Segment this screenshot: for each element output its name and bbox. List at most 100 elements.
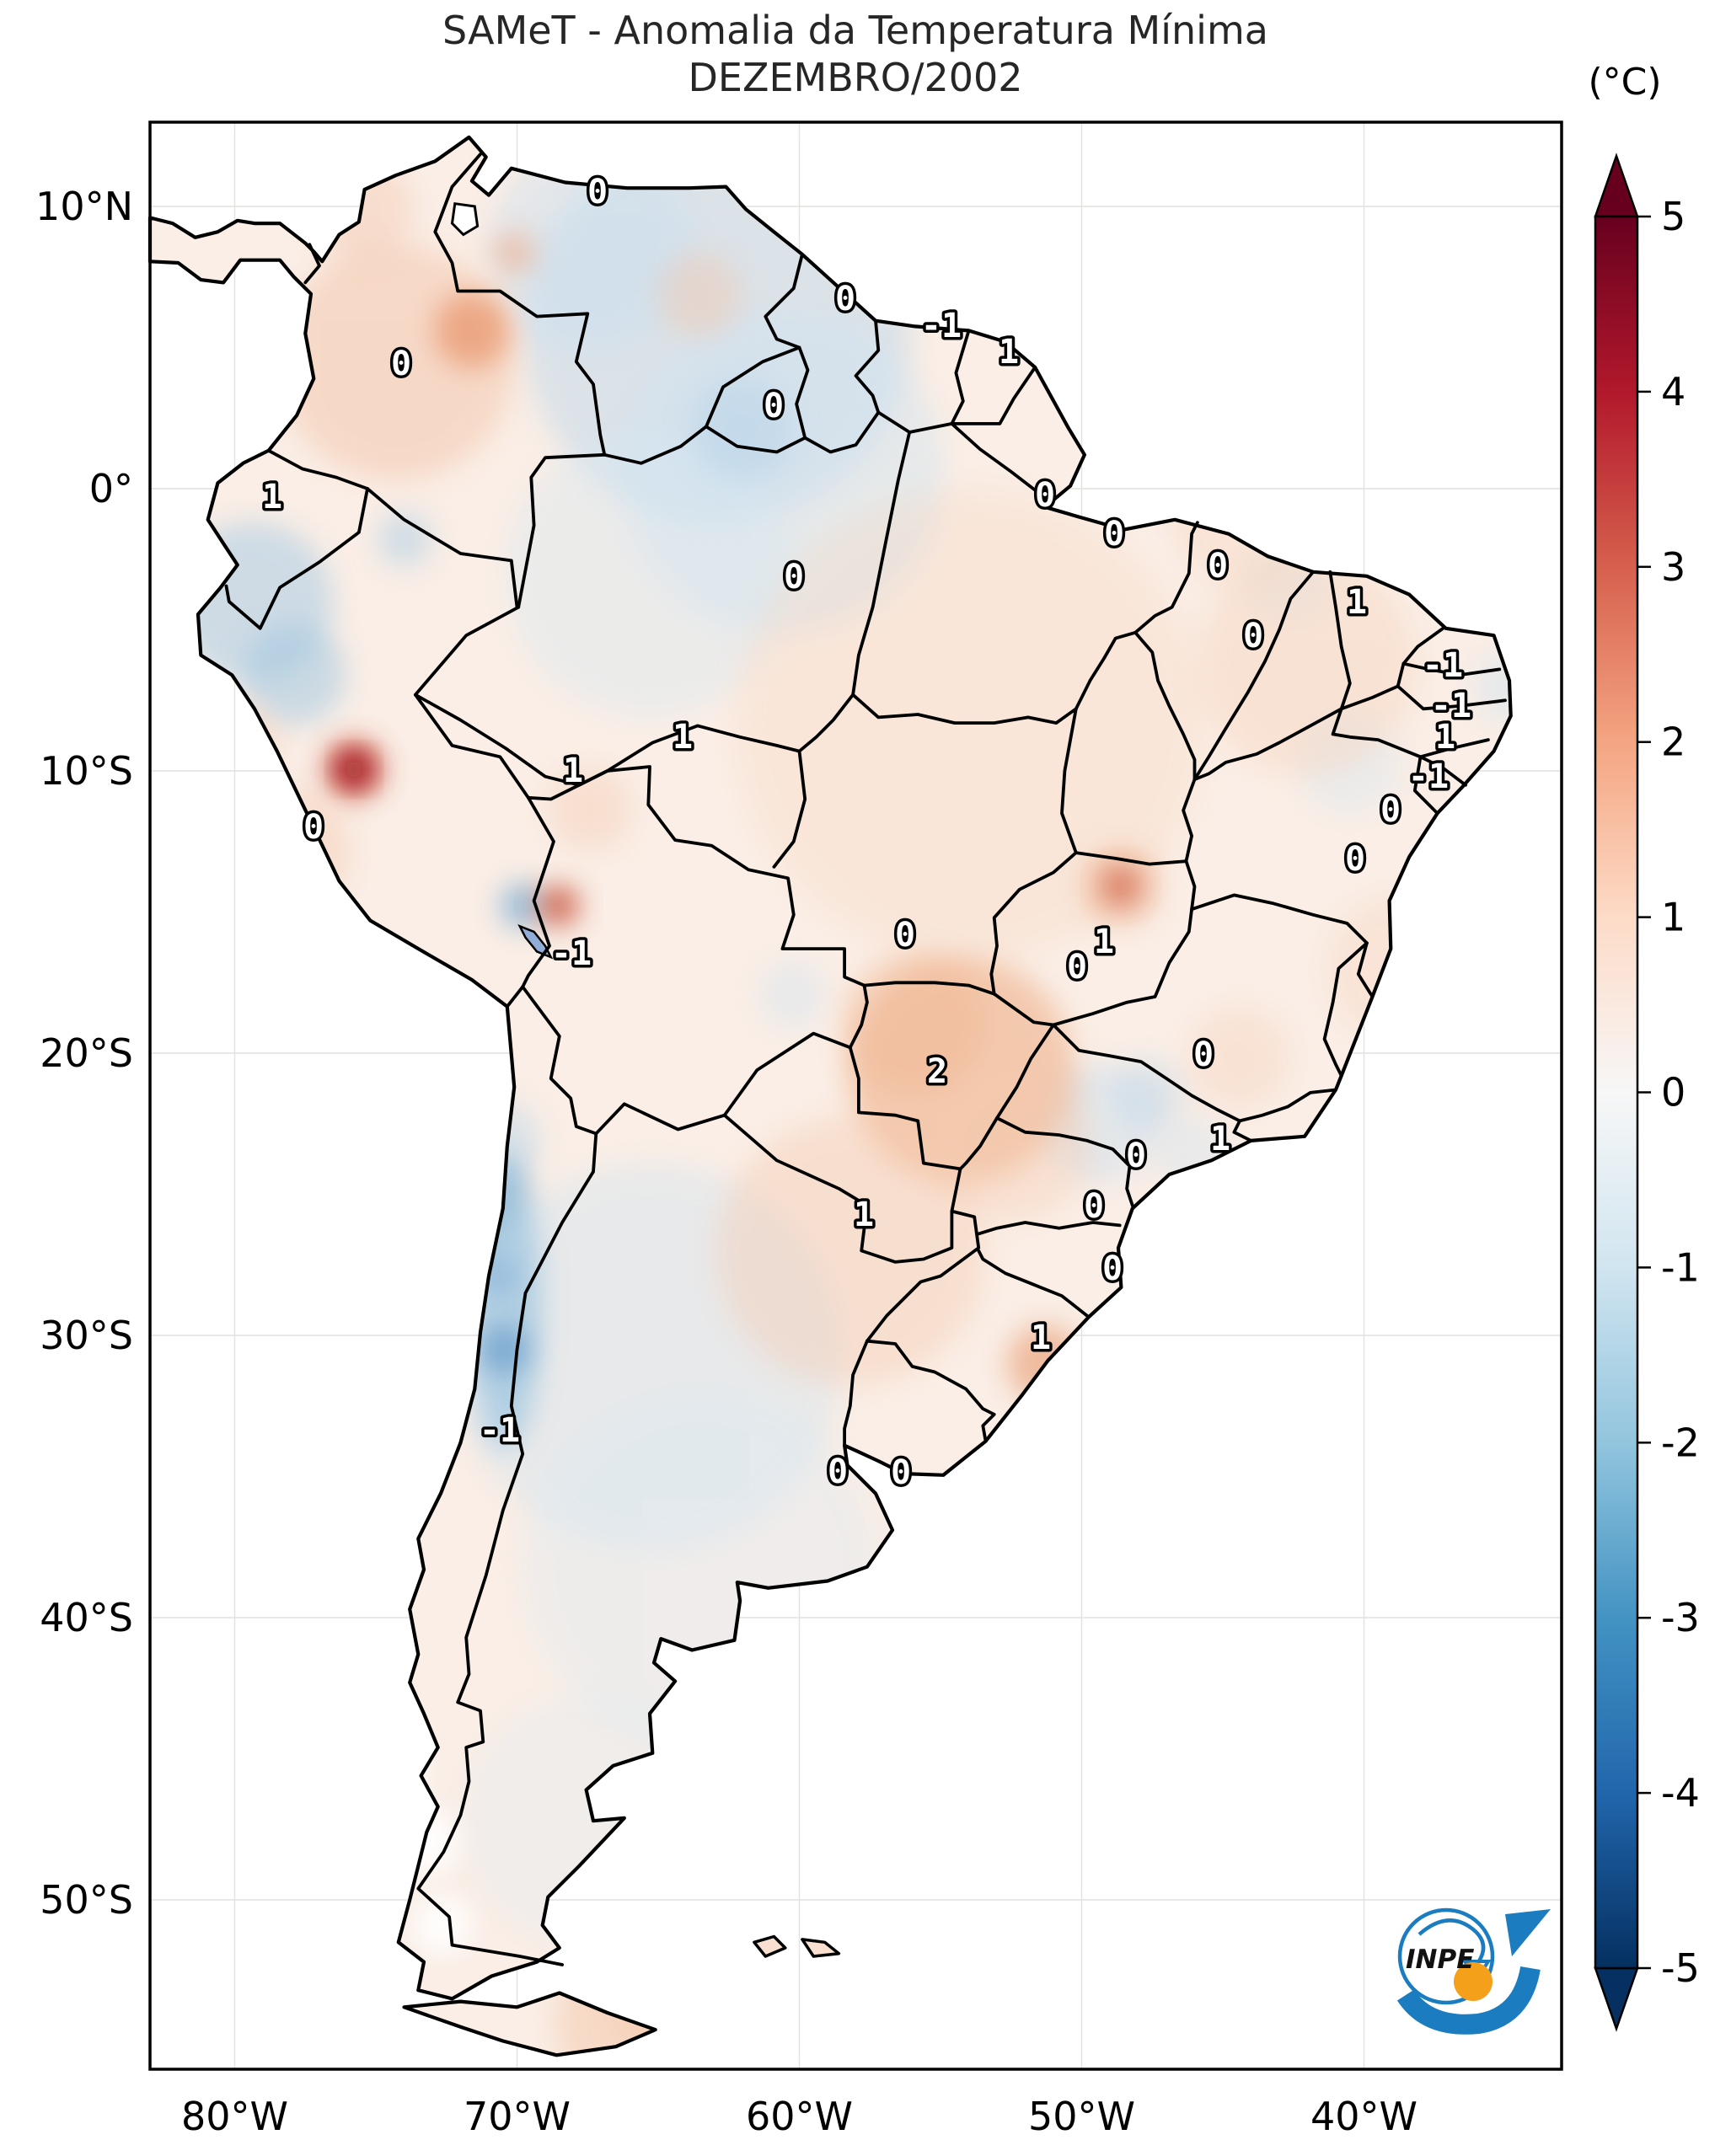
colorbar-tick-label: 2: [1661, 720, 1685, 765]
lon-tick-label: 60°W: [746, 2094, 853, 2139]
latitude-axis-labels: 10°N 0° 10°S 20°S 30°S 40°S 50°S: [35, 184, 133, 1923]
colorbar-tick-label: -2: [1661, 1420, 1700, 1465]
border-line: [797, 693, 855, 753]
anomaly-value-label: 1: [262, 478, 282, 516]
anomaly-value-label: 1: [1435, 718, 1455, 757]
colorbar-under-arrow: [1594, 1966, 1639, 2032]
anomaly-value-label: -1: [1408, 757, 1449, 796]
border-line: [1133, 521, 1199, 634]
political-borders: [147, 135, 1513, 2057]
border-line: [1322, 941, 1369, 1078]
anomaly-value-label: 1: [1210, 1120, 1230, 1158]
border-line: [505, 985, 525, 1008]
border-line: [722, 1113, 954, 1264]
anomaly-value-label: 0: [1243, 617, 1263, 655]
logo-orbit-circle-icon: [1397, 1907, 1495, 2005]
border-line: [1192, 707, 1343, 781]
anomaly-value-label: 1: [673, 718, 693, 757]
border-line: [1238, 1088, 1337, 1123]
colorbar-tick-label: -1: [1661, 1244, 1700, 1290]
border-line: [266, 448, 369, 490]
lat-tick-label: 10°S: [40, 748, 133, 794]
border-line: [1328, 570, 1352, 711]
border-line: [1074, 630, 1137, 711]
border-line: [433, 152, 607, 457]
anomaly-value-label: -1: [921, 307, 962, 345]
lake-titicaca: [517, 923, 554, 960]
border-line: [1052, 1023, 1241, 1123]
colorbar-gradient-bar: [1594, 215, 1639, 1970]
anomaly-value-label: 0: [391, 345, 411, 383]
colorbar-tick-label: 0: [1661, 1070, 1685, 1115]
border-line: [413, 605, 530, 800]
anomaly-value-label: 0: [1208, 547, 1228, 586]
lon-tick-label: 80°W: [181, 2094, 288, 2139]
border-line: [1184, 859, 1197, 912]
border-line: [521, 985, 598, 1136]
anomaly-blob: [489, 147, 691, 350]
border-line: [854, 318, 881, 415]
border-line: [1401, 661, 1502, 677]
border-line: [1412, 755, 1439, 816]
border-line: [527, 765, 869, 1050]
anomaly-value-label: 1: [563, 752, 583, 790]
border-line: [1418, 755, 1467, 787]
anomaly-value-label: -1: [480, 1411, 520, 1450]
border-line: [413, 693, 609, 787]
colorbar: (°C) 5 4 3 2 1 0 -1 -2 -3 -4 -5: [1588, 61, 1700, 2032]
anomaly-blob: [548, 767, 632, 851]
colorbar-unit-label: (°C): [1588, 61, 1661, 104]
border-line: [1339, 684, 1507, 711]
anomaly-value-label: 0: [1102, 1249, 1123, 1288]
anomaly-value-label: -1: [551, 934, 592, 973]
border-line: [517, 452, 607, 609]
border-line: [958, 1116, 999, 1171]
lat-tick-label: 30°S: [40, 1313, 133, 1358]
lakes: [450, 202, 554, 960]
border-line: [1182, 778, 1197, 864]
anomaly-blob: [657, 253, 742, 337]
lake-maracaibo: [450, 202, 480, 237]
colorbar-tick-label: -5: [1661, 1945, 1700, 1991]
border-line: [851, 431, 912, 697]
border-line: [1133, 630, 1197, 781]
anomaly-blob: [758, 960, 826, 1028]
anomaly-blob: [931, 1062, 1091, 1222]
lon-tick-label: 50°W: [1028, 2094, 1135, 2139]
border-line: [1232, 1119, 1253, 1142]
border-line: [224, 487, 369, 630]
figure-subtitle: DEZEMBRO/2002: [688, 55, 1022, 100]
colorbar-tick-label: 5: [1661, 194, 1685, 239]
anomaly-value-label: 0: [1067, 948, 1087, 987]
border-line: [862, 981, 996, 996]
border-line: [1060, 707, 1078, 854]
anomaly-value-label: 1: [1031, 1319, 1051, 1357]
border-line: [989, 851, 1078, 996]
border-line: [843, 1339, 869, 1447]
colorbar-tick-label: -3: [1661, 1595, 1700, 1640]
border-line: [705, 425, 807, 454]
anomaly-value-label: 0: [835, 280, 855, 318]
anomaly-blob: [378, 512, 431, 566]
lat-tick-label: 0°: [89, 466, 133, 511]
border-line: [366, 487, 519, 609]
border-line: [950, 421, 1050, 502]
anomaly-value-label: 0: [895, 916, 915, 955]
border-line: [594, 1102, 726, 1136]
logo-big-arrow-arc-icon: [1396, 1966, 1541, 2035]
lat-tick-label: 50°S: [40, 1877, 133, 1923]
anomaly-blob: [716, 1116, 986, 1386]
border-line: [764, 252, 804, 350]
lon-tick-label: 40°W: [1310, 2094, 1417, 2139]
anomaly-value-label: 1: [1347, 583, 1367, 622]
anomaly-blob: [1197, 556, 1416, 775]
map-frame: [148, 120, 1563, 2071]
anomaly-value-label: 0: [784, 558, 804, 597]
coastline: [402, 1991, 657, 2057]
anomaly-value-label: 1: [1094, 923, 1114, 961]
anomaly-value-label: 1: [854, 1196, 874, 1234]
border-line: [1401, 626, 1445, 666]
anomaly-value-label: 0: [1345, 840, 1365, 879]
border-line: [866, 1209, 981, 1343]
anomaly-blob: [539, 885, 579, 926]
